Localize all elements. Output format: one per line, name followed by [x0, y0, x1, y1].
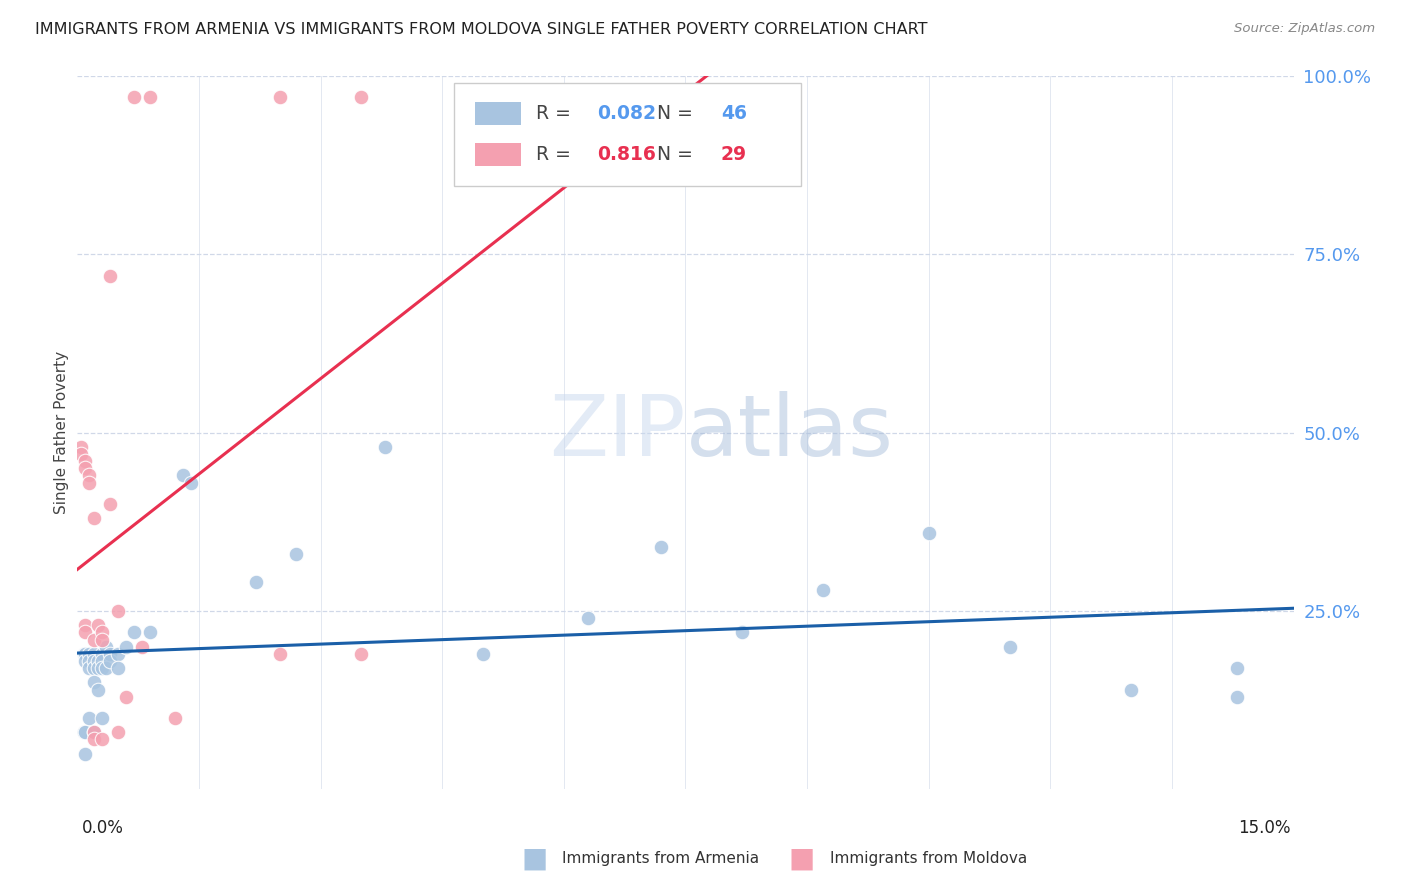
- Point: [79, 468, 101, 483]
- Point: [269, 647, 291, 661]
- Point: [75, 654, 97, 668]
- Text: ■: ■: [522, 844, 547, 872]
- Point: [73, 725, 96, 739]
- Point: [115, 640, 138, 654]
- Point: [83, 661, 105, 675]
- Point: [90, 661, 112, 675]
- Point: [75, 461, 97, 475]
- Text: Source: ZipAtlas.com: Source: ZipAtlas.com: [1234, 22, 1375, 36]
- Point: [122, 90, 145, 104]
- Point: [107, 604, 129, 618]
- Point: [1226, 690, 1249, 704]
- Point: [115, 690, 138, 704]
- Point: [70, 447, 93, 461]
- Point: [73, 647, 96, 661]
- Text: Immigrants from Armenia: Immigrants from Armenia: [562, 851, 759, 865]
- Text: 0.816: 0.816: [596, 145, 655, 164]
- Point: [83, 732, 105, 747]
- Point: [107, 725, 129, 739]
- Point: [1121, 682, 1143, 697]
- FancyBboxPatch shape: [454, 83, 801, 186]
- Text: ■: ■: [789, 844, 814, 872]
- Point: [94, 640, 117, 654]
- Point: [90, 711, 112, 725]
- Point: [83, 725, 105, 739]
- Point: [998, 640, 1021, 654]
- Point: [1226, 661, 1249, 675]
- Point: [83, 632, 105, 647]
- Y-axis label: Single Father Poverty: Single Father Poverty: [53, 351, 69, 514]
- Point: [75, 618, 97, 632]
- Point: [83, 511, 105, 525]
- Point: [122, 625, 145, 640]
- Text: 29: 29: [721, 145, 747, 164]
- Point: [374, 440, 396, 454]
- Text: R =: R =: [536, 145, 576, 164]
- Point: [83, 654, 105, 668]
- Point: [90, 654, 112, 668]
- Point: [107, 647, 129, 661]
- Point: [131, 640, 153, 654]
- Point: [163, 711, 186, 725]
- Point: [75, 625, 97, 640]
- Point: [139, 625, 162, 640]
- Text: ZIP: ZIP: [548, 391, 686, 475]
- Point: [180, 475, 202, 490]
- Point: [350, 647, 373, 661]
- Point: [75, 454, 97, 468]
- Point: [86, 682, 108, 697]
- Point: [79, 647, 101, 661]
- FancyBboxPatch shape: [475, 143, 522, 166]
- Point: [86, 661, 108, 675]
- Point: [90, 632, 112, 647]
- Text: Immigrants from Moldova: Immigrants from Moldova: [830, 851, 1026, 865]
- Text: 0.082: 0.082: [596, 104, 655, 123]
- Point: [576, 611, 599, 625]
- FancyBboxPatch shape: [475, 103, 522, 125]
- Point: [83, 647, 105, 661]
- Point: [86, 618, 108, 632]
- Point: [918, 525, 941, 540]
- Point: [86, 654, 108, 668]
- Text: R =: R =: [536, 104, 576, 123]
- Point: [98, 268, 121, 283]
- Text: 15.0%: 15.0%: [1239, 819, 1291, 837]
- Text: 0.0%: 0.0%: [82, 819, 124, 837]
- Point: [139, 90, 162, 104]
- Text: 46: 46: [721, 104, 747, 123]
- Point: [269, 90, 291, 104]
- Point: [731, 625, 754, 640]
- Point: [75, 647, 97, 661]
- Point: [79, 475, 101, 490]
- Point: [245, 575, 267, 590]
- Point: [83, 675, 105, 690]
- Point: [79, 661, 101, 675]
- Point: [94, 661, 117, 675]
- Point: [107, 661, 129, 675]
- Point: [350, 90, 373, 104]
- Point: [83, 725, 105, 739]
- Point: [79, 711, 101, 725]
- Point: [285, 547, 308, 561]
- Text: atlas: atlas: [686, 391, 893, 475]
- Point: [90, 732, 112, 747]
- Point: [70, 440, 93, 454]
- Point: [471, 647, 494, 661]
- Point: [98, 647, 121, 661]
- Point: [98, 654, 121, 668]
- Point: [172, 468, 194, 483]
- Point: [90, 647, 112, 661]
- Point: [75, 725, 97, 739]
- Text: N =: N =: [645, 104, 699, 123]
- Point: [650, 540, 672, 554]
- Point: [79, 654, 101, 668]
- Text: N =: N =: [645, 145, 699, 164]
- Point: [75, 747, 97, 761]
- Point: [813, 582, 835, 597]
- Point: [98, 497, 121, 511]
- Point: [90, 625, 112, 640]
- Text: IMMIGRANTS FROM ARMENIA VS IMMIGRANTS FROM MOLDOVA SINGLE FATHER POVERTY CORRELA: IMMIGRANTS FROM ARMENIA VS IMMIGRANTS FR…: [35, 22, 928, 37]
